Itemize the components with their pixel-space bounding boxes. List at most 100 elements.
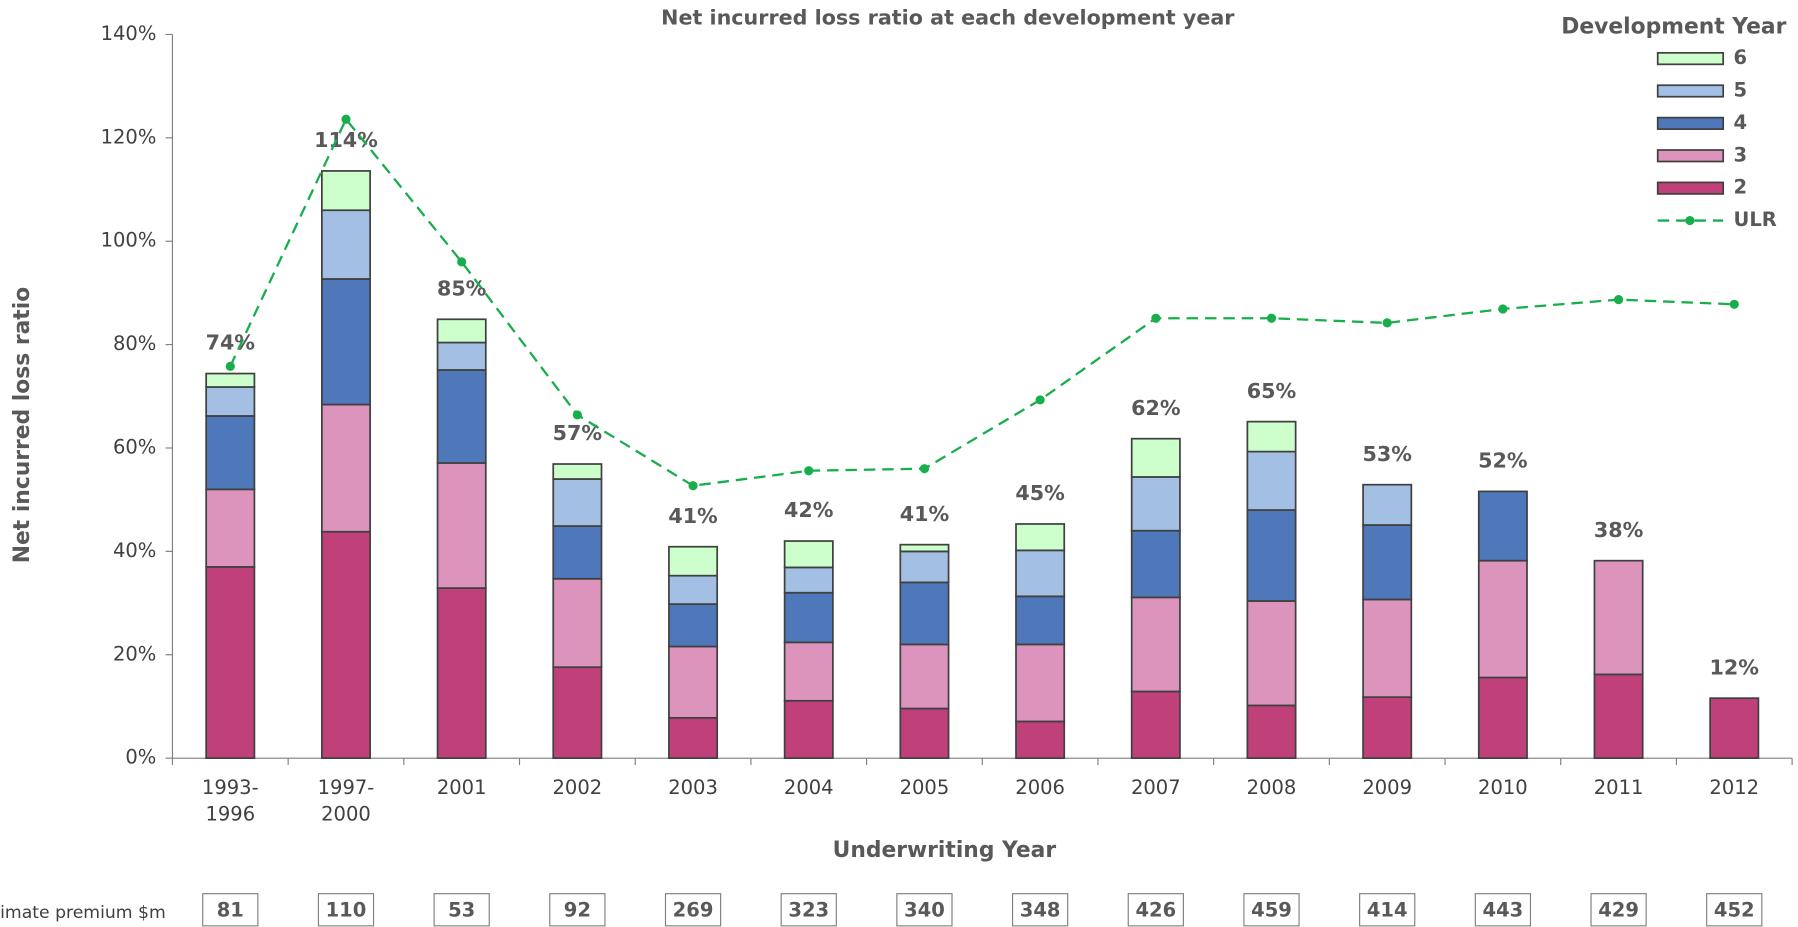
bar-segment bbox=[1477, 676, 1528, 760]
ulr-marker bbox=[341, 114, 351, 124]
ulr-marker bbox=[572, 410, 582, 420]
total-label: 62% bbox=[1131, 396, 1181, 420]
legend-swatch bbox=[1656, 181, 1725, 195]
y-tick-label: 60% bbox=[113, 435, 156, 458]
total-label: 53% bbox=[1362, 442, 1412, 466]
ulr-marker bbox=[1382, 318, 1392, 328]
bar-segment bbox=[668, 716, 719, 760]
premium-value: 459 bbox=[1251, 898, 1292, 921]
ulr-marker bbox=[1151, 313, 1161, 323]
bar-segment bbox=[783, 641, 834, 702]
x-tick-label: 2011 bbox=[1594, 776, 1644, 799]
total-label: 41% bbox=[900, 502, 950, 526]
premium-value: 53 bbox=[448, 898, 475, 921]
chart-title: Net incurred loss ratio at each developm… bbox=[661, 5, 1235, 29]
bar-segment bbox=[1130, 476, 1181, 532]
premium-value: 443 bbox=[1483, 898, 1524, 921]
premium-box: 269 bbox=[664, 893, 722, 927]
y-tick-label: 20% bbox=[113, 642, 156, 665]
premium-box-frame bbox=[664, 893, 722, 927]
bar-segment bbox=[783, 699, 834, 760]
x-tick-label: 2006 bbox=[1015, 776, 1065, 799]
ulr-line bbox=[229, 117, 1735, 487]
x-tick-label: 2010 bbox=[1478, 776, 1528, 799]
bar-segment bbox=[783, 591, 834, 644]
bar-segment bbox=[1015, 549, 1066, 598]
y-tick-label: 40% bbox=[113, 539, 156, 562]
x-tick-label: 2002 bbox=[553, 776, 603, 799]
bar-segment bbox=[668, 574, 719, 605]
legend-label: 6 bbox=[1734, 46, 1748, 69]
bar-segment bbox=[1477, 490, 1528, 562]
bar-segment bbox=[552, 525, 603, 580]
premium-box: 452 bbox=[1706, 893, 1763, 927]
ulr-marker bbox=[1613, 295, 1624, 305]
bar-segment bbox=[436, 318, 487, 344]
premium-box: 426 bbox=[1127, 893, 1184, 927]
legend-label: 2 bbox=[1734, 176, 1748, 199]
bar-segment bbox=[436, 369, 487, 464]
legend-swatch bbox=[1656, 51, 1725, 66]
premium-box: 429 bbox=[1590, 893, 1647, 927]
ulr-marker bbox=[225, 361, 235, 371]
bar-segment bbox=[1015, 595, 1066, 646]
legend-label: 4 bbox=[1734, 111, 1748, 134]
total-label: 12% bbox=[1710, 655, 1760, 679]
premium-box-frame bbox=[1359, 893, 1416, 927]
premium-box: 443 bbox=[1474, 893, 1532, 927]
premium-box: 110 bbox=[317, 893, 375, 927]
bar-segment bbox=[436, 462, 487, 589]
x-tick-label: 2004 bbox=[784, 776, 834, 799]
bar-segment bbox=[783, 540, 834, 569]
premium-value: 414 bbox=[1367, 898, 1408, 921]
premium-label: imate premium $m bbox=[0, 903, 166, 923]
bar-segment bbox=[320, 278, 371, 406]
premium-value: 110 bbox=[326, 898, 367, 921]
x-tick-label: 1997-2000 bbox=[318, 776, 375, 825]
x-tick-label: 1993-1996 bbox=[202, 776, 259, 825]
premium-box: 340 bbox=[896, 893, 953, 927]
premium-box: 81 bbox=[202, 893, 259, 927]
x-tick-label: 2009 bbox=[1362, 776, 1412, 799]
bar-segment bbox=[1246, 704, 1297, 760]
bar-segment bbox=[1477, 559, 1528, 679]
bar-segment bbox=[205, 488, 256, 568]
ulr-marker bbox=[457, 257, 467, 267]
bar-segment bbox=[1246, 450, 1297, 511]
bar-segment bbox=[320, 209, 371, 280]
bar-segment bbox=[899, 543, 950, 553]
premium-box-frame bbox=[1590, 893, 1647, 927]
bar-segment bbox=[1246, 600, 1297, 707]
premium-box: 459 bbox=[1243, 893, 1300, 927]
premium-box: 348 bbox=[1011, 893, 1069, 927]
bar-segment bbox=[552, 577, 603, 669]
premium-box-frame bbox=[1243, 893, 1300, 927]
x-tick-label: 2008 bbox=[1247, 776, 1297, 799]
premium-value: 429 bbox=[1598, 898, 1639, 921]
bar-segment bbox=[320, 403, 371, 533]
total-label: 57% bbox=[553, 421, 603, 445]
bar-segment bbox=[205, 372, 256, 388]
premium-value: 323 bbox=[788, 898, 829, 921]
ulr-marker bbox=[1498, 304, 1508, 314]
total-label: 114% bbox=[314, 128, 378, 152]
premium-value: 81 bbox=[217, 898, 244, 921]
x-axis-title: Underwriting Year bbox=[833, 838, 1057, 863]
legend-swatch bbox=[1656, 149, 1725, 163]
bar-segment bbox=[320, 530, 371, 760]
y-tick-label: 0% bbox=[125, 746, 156, 769]
bar-segment bbox=[552, 463, 603, 480]
bar-segment bbox=[1593, 559, 1644, 676]
ulr-marker bbox=[1729, 299, 1739, 309]
total-label: 52% bbox=[1478, 449, 1528, 473]
bar-segment bbox=[552, 478, 603, 527]
bar-segment bbox=[205, 386, 256, 417]
total-label: 42% bbox=[784, 498, 834, 522]
bar-segment bbox=[783, 566, 834, 594]
bar-segment bbox=[552, 666, 603, 760]
ulr-marker bbox=[919, 464, 930, 474]
ulr-marker bbox=[1035, 395, 1045, 405]
bar-segment bbox=[668, 645, 719, 719]
